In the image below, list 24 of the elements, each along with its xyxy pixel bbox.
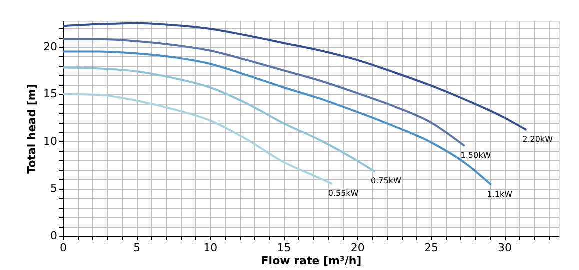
line-series <box>62 38 466 148</box>
series-label: 0.75kW <box>371 176 402 186</box>
series-label: 1.50kW <box>460 151 492 160</box>
line-series <box>62 50 492 186</box>
y-tick-label: 5 <box>50 182 58 196</box>
line-series <box>62 66 376 173</box>
series-label: 2.20kW <box>522 135 554 144</box>
y-tick-label: 10 <box>44 134 58 148</box>
x-axis-title: Flow rate [m³/h] <box>261 254 362 268</box>
x-tick-label: 30 <box>498 242 512 254</box>
x-tick-label: 5 <box>134 242 141 254</box>
y-tick-label: 15 <box>44 88 58 101</box>
line-series <box>62 93 334 186</box>
series-label: 1.1kW <box>487 190 513 199</box>
line-series <box>62 22 528 132</box>
y-axis-title: Total head [m] <box>26 84 39 174</box>
x-tick-label: 15 <box>277 242 292 254</box>
y-tick-label: 20 <box>44 40 58 54</box>
x-tick-label: 10 <box>204 242 218 254</box>
x-tick-label: 0 <box>60 242 67 254</box>
y-tick-label: 0 <box>50 230 58 242</box>
x-tick-label: 20 <box>350 242 365 254</box>
x-tick-label: 25 <box>424 242 438 254</box>
series-label: 0.55kW <box>328 189 359 198</box>
